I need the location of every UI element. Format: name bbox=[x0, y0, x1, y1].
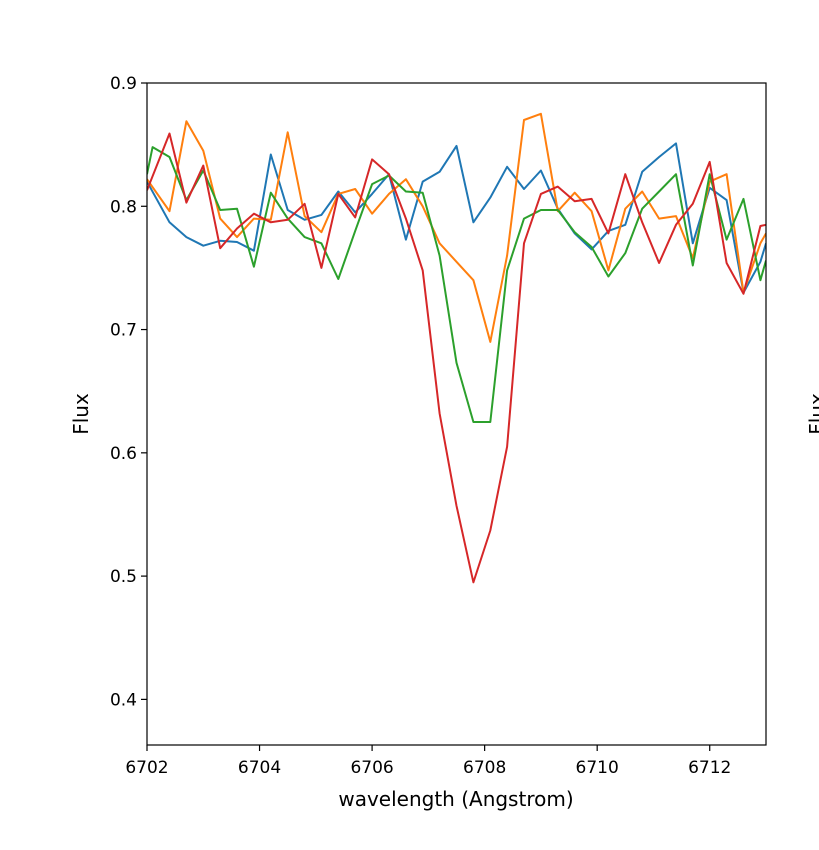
x-tick-label: 6712 bbox=[688, 758, 731, 778]
x-axis-label: wavelength (Angstrom) bbox=[338, 787, 573, 811]
x-tick-label: 6708 bbox=[463, 758, 506, 778]
series-line-3 bbox=[147, 146, 766, 423]
y-axis: 0.4 0.5 0.6 0.7 0.8 0.9 bbox=[110, 74, 147, 710]
series-line-1 bbox=[147, 142, 766, 294]
series-line-2 bbox=[147, 112, 766, 343]
y-tick-label: 0.4 bbox=[110, 690, 137, 710]
x-axis: 6702 6704 6706 6708 6710 6712 bbox=[125, 745, 731, 778]
y-tick-label: 0.7 bbox=[110, 321, 137, 341]
series-line-4 bbox=[147, 132, 766, 584]
x-tick-label: 6702 bbox=[125, 758, 168, 778]
y-tick-label: 0.8 bbox=[110, 197, 137, 217]
plot-frame bbox=[146, 82, 767, 746]
y-tick-label: 0.5 bbox=[110, 567, 137, 587]
y-tick-label: 0.9 bbox=[110, 74, 137, 94]
x-tick-label: 6704 bbox=[238, 758, 281, 778]
x-tick-label: 6710 bbox=[576, 758, 619, 778]
x-tick-label: 6706 bbox=[350, 758, 393, 778]
series-layer bbox=[147, 112, 766, 584]
y-axis-label: Flux bbox=[69, 393, 93, 435]
y-tick-label: 0.6 bbox=[110, 444, 137, 464]
neighbor-y-axis-label: Flux bbox=[805, 393, 819, 435]
